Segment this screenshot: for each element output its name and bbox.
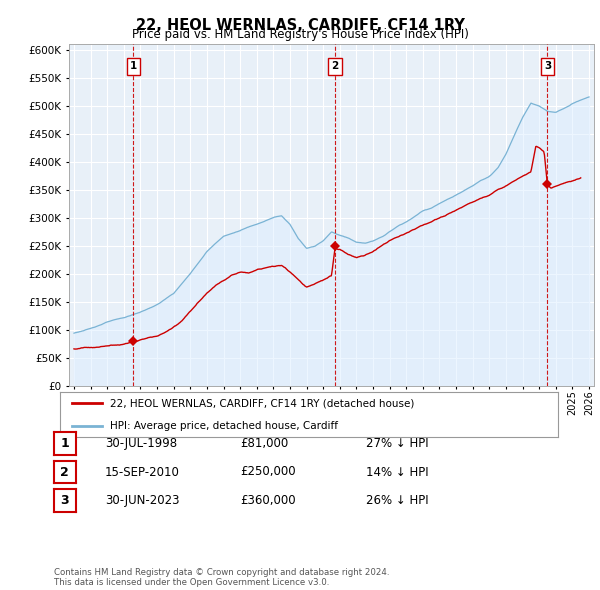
Text: 27% ↓ HPI: 27% ↓ HPI bbox=[366, 437, 428, 450]
Text: 30-JUL-1998: 30-JUL-1998 bbox=[105, 437, 177, 450]
Text: 15-SEP-2010: 15-SEP-2010 bbox=[105, 466, 180, 478]
Text: 2: 2 bbox=[331, 61, 338, 71]
Text: 1: 1 bbox=[61, 437, 69, 450]
Text: 2: 2 bbox=[61, 466, 69, 478]
Text: Price paid vs. HM Land Registry's House Price Index (HPI): Price paid vs. HM Land Registry's House … bbox=[131, 28, 469, 41]
Text: 30-JUN-2023: 30-JUN-2023 bbox=[105, 494, 179, 507]
Text: Contains HM Land Registry data © Crown copyright and database right 2024.
This d: Contains HM Land Registry data © Crown c… bbox=[54, 568, 389, 587]
Text: HPI: Average price, detached house, Cardiff: HPI: Average price, detached house, Card… bbox=[110, 421, 338, 431]
Text: 26% ↓ HPI: 26% ↓ HPI bbox=[366, 494, 428, 507]
Text: 22, HEOL WERNLAS, CARDIFF, CF14 1RY: 22, HEOL WERNLAS, CARDIFF, CF14 1RY bbox=[136, 18, 464, 32]
Text: 3: 3 bbox=[61, 494, 69, 507]
Text: 3: 3 bbox=[544, 61, 551, 71]
Text: £250,000: £250,000 bbox=[240, 466, 296, 478]
Text: £360,000: £360,000 bbox=[240, 494, 296, 507]
Text: £81,000: £81,000 bbox=[240, 437, 288, 450]
Text: 22, HEOL WERNLAS, CARDIFF, CF14 1RY (detached house): 22, HEOL WERNLAS, CARDIFF, CF14 1RY (det… bbox=[110, 398, 414, 408]
Text: 14% ↓ HPI: 14% ↓ HPI bbox=[366, 466, 428, 478]
Text: 1: 1 bbox=[130, 61, 137, 71]
